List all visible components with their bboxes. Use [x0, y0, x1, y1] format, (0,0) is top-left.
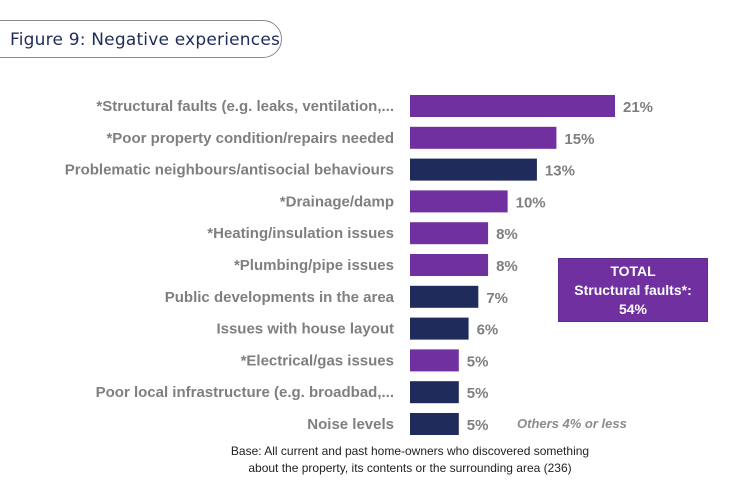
bar [410, 158, 537, 181]
value-label: 5% [467, 417, 489, 434]
total-structural-faults-box: TOTAL Structural faults*: 54% [558, 258, 708, 322]
value-label: 7% [486, 290, 508, 307]
category-label: Issues with house layout [216, 321, 394, 338]
category-label: *Drainage/damp [280, 193, 394, 210]
figure-title-pill [0, 20, 282, 58]
figure-title: Figure 9: Negative experiences [10, 30, 281, 50]
category-label: Poor local infrastructure (e.g. broadbad… [96, 384, 394, 401]
category-label: *Structural faults (e.g. leaks, ventilat… [96, 98, 394, 115]
bar [410, 349, 459, 372]
bar [410, 95, 615, 117]
value-label: 5% [467, 353, 489, 370]
bar [410, 413, 459, 435]
total-box-line2: Structural faults*: [574, 281, 692, 298]
category-label: Public developments in the area [165, 289, 395, 306]
total-box-line1: TOTAL [610, 262, 656, 279]
bar [410, 285, 479, 308]
bar [410, 317, 469, 340]
bar [410, 222, 489, 245]
base-note-line2: about the property, its contents or the … [248, 461, 572, 475]
category-label: Problematic neighbours/antisocial behavi… [65, 162, 394, 179]
value-label: 5% [467, 385, 489, 402]
value-label: 21% [623, 99, 653, 116]
category-label: Noise levels [307, 416, 394, 433]
total-box-line3: 54% [618, 300, 648, 317]
category-label: *Poor property condition/repairs needed [106, 130, 394, 147]
category-label: *Heating/insulation issues [207, 225, 394, 242]
base-note: Base: All current and past home-owners w… [200, 443, 620, 477]
value-label: 8% [496, 258, 518, 275]
value-label: 15% [564, 131, 594, 148]
base-note-line1: Base: All current and past home-owners w… [230, 444, 590, 458]
category-label: *Plumbing/pipe issues [234, 257, 394, 274]
value-label: 6% [477, 322, 499, 339]
bar [410, 381, 459, 404]
value-label: 10% [516, 194, 546, 211]
category-label: *Electrical/gas issues [241, 352, 394, 369]
value-label: 8% [496, 226, 518, 243]
bar [410, 126, 557, 149]
others-note: Others 4% or less [517, 416, 627, 431]
value-label: 13% [545, 163, 575, 180]
bar [410, 190, 508, 213]
bar [410, 254, 489, 276]
